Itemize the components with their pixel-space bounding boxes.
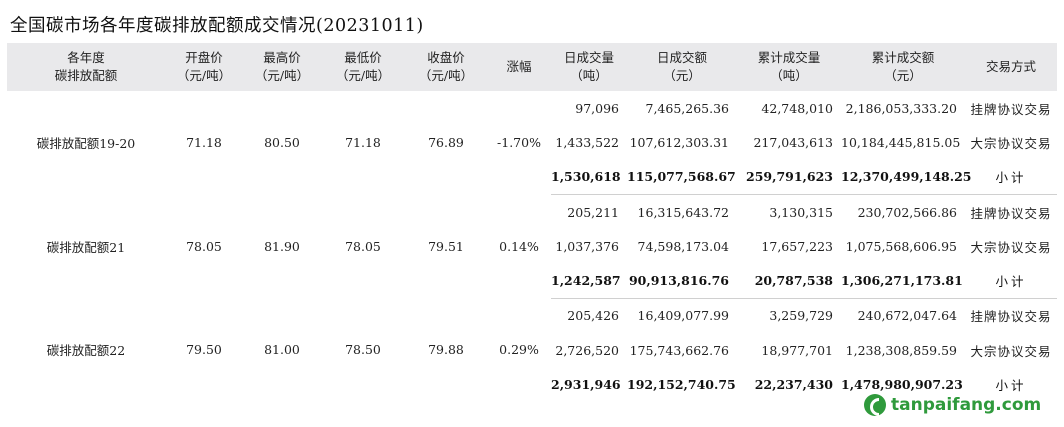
daily-volume: 2,931,946 xyxy=(551,377,621,393)
high-price: 80.50 xyxy=(264,135,300,151)
cumulative-amount: 240,672,047.64 xyxy=(857,308,957,324)
cumulative-amount: 1,306,271,173.81 xyxy=(841,263,965,299)
cumulative-amount: 1,075,568,606.95 xyxy=(845,238,957,254)
low-price: 78.05 xyxy=(345,238,381,254)
close-price: 76.89 xyxy=(428,135,464,151)
open-price: 79.50 xyxy=(186,342,222,358)
open-price: 78.05 xyxy=(186,238,222,254)
subtotal-row: 2,931,946 192,152,740.75 22,237,430 1,47… xyxy=(7,367,1057,401)
daily-amount: 107,612,303.31 xyxy=(629,134,729,150)
cumulative-volume: 3,130,315 xyxy=(769,204,833,220)
daily-amount: 16,409,077.99 xyxy=(637,308,729,324)
table-row: 1,433,522 107,612,303.31 217,043,613 10,… xyxy=(7,125,1057,159)
trading-table: 各年度 碳排放配额 开盘价 （元/吨） 最高价 （元/吨） 最低价 （元/吨） 收盘价（… xyxy=(7,43,1057,402)
close-price: 79.88 xyxy=(428,342,464,358)
change-pct: 0.14% xyxy=(499,238,539,254)
header-cumulative-volume: 累计成交量 （吨） xyxy=(757,50,821,83)
daily-volume: 2,726,520 xyxy=(555,342,619,358)
daily-amount: 115,077,568.67 xyxy=(627,159,737,195)
daily-volume: 1,530,618 xyxy=(551,159,627,195)
header-cumulative-amount: 累计成交额 （元） xyxy=(871,50,935,83)
trade-method: 小计 xyxy=(965,159,1057,195)
watermark-logo: tanpaifang.com xyxy=(864,394,1041,416)
cumulative-volume: 22,237,430 xyxy=(754,377,833,393)
daily-volume: 1,242,587 xyxy=(551,263,627,299)
daily-volume: 205,426 xyxy=(567,308,619,324)
daily-amount: 192,152,740.75 xyxy=(627,377,736,393)
cumulative-volume: 217,043,613 xyxy=(753,134,833,150)
header-high: 最高价 （元/吨） xyxy=(254,50,310,83)
open-price: 71.18 xyxy=(186,135,222,151)
daily-volume: 97,096 xyxy=(575,100,619,116)
header-method: 交易方式 xyxy=(985,59,1036,74)
table-row: 1,037,376 74,598,173.04 17,657,223 1,075… xyxy=(7,229,1057,263)
trade-method: 挂牌协议交易 xyxy=(970,101,1052,117)
cumulative-amount: 2,186,053,333.20 xyxy=(845,100,957,116)
watermark-text: tanpaifang.com xyxy=(891,395,1042,415)
cumulative-volume: 3,259,729 xyxy=(769,308,833,324)
daily-amount: 16,315,643.72 xyxy=(637,204,729,220)
subtotal-row: 1,530,618 115,077,568.67 259,791,623 12,… xyxy=(7,159,1057,195)
table-row: 碳排放配额21 78.05 81.90 78.05 79.51 0.14% 20… xyxy=(7,194,1057,255)
daily-volume: 205,211 xyxy=(567,204,619,220)
cumulative-amount: 1,478,980,907.23 xyxy=(841,377,963,393)
header-daily-amount: 日成交额 （元） xyxy=(656,50,707,83)
cumulative-amount: 1,238,308,859.59 xyxy=(845,342,957,358)
subtotal-row: 1,242,587 90,913,816.76 20,787,538 1,306… xyxy=(7,263,1057,299)
group-name: 碳排放配额21 xyxy=(46,239,126,255)
table-header-row: 各年度 碳排放配额 开盘价 （元/吨） 最高价 （元/吨） 最低价 （元/吨） 收盘价（… xyxy=(7,43,1057,91)
header-name: 各年度 碳排放配额 xyxy=(54,50,118,83)
table-row: 碳排放配额22 79.50 81.00 78.50 79.88 0.29% 20… xyxy=(7,298,1057,358)
header-daily-volume: 日成交量 （吨） xyxy=(563,50,614,83)
table-row: 2,726,520 175,743,662.76 18,977,701 1,23… xyxy=(7,333,1057,367)
page-title: 全国碳市场各年度碳排放配额成交情况(20231011) xyxy=(10,16,424,36)
group-name: 碳排放配额22 xyxy=(46,343,126,359)
high-price: 81.90 xyxy=(264,238,300,254)
trade-method: 大宗协议交易 xyxy=(970,135,1052,151)
header-close: 收盘价 （元/吨） xyxy=(418,50,474,83)
daily-volume: 1,433,522 xyxy=(555,134,619,150)
daily-amount: 175,743,662.76 xyxy=(629,342,729,358)
header-change: 涨幅 xyxy=(506,59,532,74)
group-name: 碳排放配额19-20 xyxy=(36,136,136,152)
trade-method: 挂牌协议交易 xyxy=(970,205,1052,221)
header-open: 开盘价 （元/吨） xyxy=(176,50,232,83)
daily-amount: 74,598,173.04 xyxy=(637,238,729,254)
leaf-logo-icon xyxy=(864,394,886,416)
cumulative-volume: 17,657,223 xyxy=(761,238,833,254)
cumulative-volume: 259,791,623 xyxy=(737,159,841,195)
trade-method: 大宗协议交易 xyxy=(970,239,1052,255)
cumulative-volume: 18,977,701 xyxy=(761,342,833,358)
trade-method: 挂牌协议交易 xyxy=(970,309,1052,325)
change-pct: -1.70% xyxy=(497,135,541,151)
table-row: 碳排放配额19-20 71.18 80.50 71.18 76.89 -1.70… xyxy=(7,91,1057,152)
daily-volume: 1,037,376 xyxy=(555,238,619,254)
trade-method: 大宗协议交易 xyxy=(970,343,1052,359)
cumulative-amount: 10,184,445,815.05 xyxy=(841,134,961,150)
trade-method: 小计 xyxy=(995,378,1027,394)
low-price: 78.50 xyxy=(345,342,381,358)
low-price: 71.18 xyxy=(345,135,381,151)
high-price: 81.00 xyxy=(264,342,300,358)
daily-amount: 7,465,265.36 xyxy=(645,100,730,116)
change-pct: 0.29% xyxy=(499,342,539,358)
header-low: 最低价 （元/吨） xyxy=(335,50,391,83)
cumulative-amount: 230,702,566.86 xyxy=(857,204,957,220)
trade-method: 小计 xyxy=(965,263,1057,299)
cumulative-volume: 20,787,538 xyxy=(737,263,841,299)
daily-amount: 90,913,816.76 xyxy=(627,263,737,299)
cumulative-amount: 12,370,499,148.25 xyxy=(841,159,971,195)
close-price: 79.51 xyxy=(428,238,464,254)
cumulative-volume: 42,748,010 xyxy=(761,100,833,116)
